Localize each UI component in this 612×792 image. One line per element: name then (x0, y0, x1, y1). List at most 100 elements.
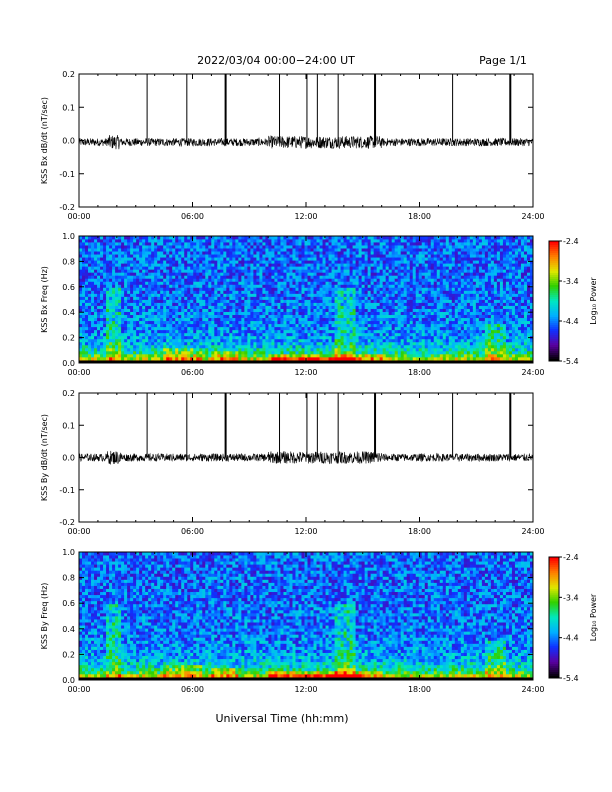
spectrogram-cell (313, 338, 317, 343)
spectrogram-cell (169, 317, 173, 322)
spectrogram-cell (385, 302, 390, 306)
spectrogram-cell (313, 323, 317, 328)
spectrogram-cell (127, 284, 131, 288)
spectrogram-cell (319, 263, 323, 267)
spectrogram-cell (421, 284, 426, 288)
spectrogram-cell (328, 281, 332, 285)
spectrogram-cell (268, 299, 272, 303)
spectrogram-cell (427, 302, 432, 306)
spectrogram-cell (358, 308, 363, 312)
spectrogram-cell (394, 320, 399, 325)
spectrogram-cell (373, 272, 378, 276)
spectrogram-cell (307, 335, 311, 340)
spectrogram-cell (163, 293, 167, 297)
spectrogram-cell (385, 269, 390, 273)
spectrogram-cell (88, 296, 92, 300)
spectrogram-cell (142, 320, 146, 325)
spectrogram-cell (385, 350, 390, 355)
spectrogram-cell (256, 242, 260, 246)
spectrogram-cell (190, 275, 194, 279)
spectrogram-cell (127, 335, 131, 340)
spectrogram-cell (382, 323, 387, 328)
spectrogram-cell (373, 311, 378, 316)
spectrogram-cell (286, 260, 290, 264)
spectrogram-cell (403, 320, 408, 325)
spectrogram-cell (121, 296, 125, 300)
spectrogram-cell (223, 254, 227, 258)
spectrogram-cell (364, 245, 369, 249)
spectrogram-cell (424, 242, 429, 246)
spectrogram-cell (196, 350, 200, 355)
spectrogram-cell (160, 293, 164, 297)
spectrogram-cell (301, 266, 305, 270)
spectrogram-cell (82, 260, 86, 264)
spectrogram-cell (406, 314, 411, 319)
spectrogram-cell (175, 332, 179, 337)
spectrogram-cell (415, 308, 420, 312)
spectrogram-cell (406, 353, 411, 358)
spectrogram-cell (94, 335, 98, 340)
spectrogram-cell (280, 269, 284, 273)
spectrogram-cell (238, 257, 242, 261)
spectrogram-cell (292, 350, 296, 355)
spectrogram-cell (133, 350, 137, 355)
spectrogram-cell (154, 266, 158, 270)
spectrogram-cell (118, 314, 122, 319)
spectrogram-cell (130, 299, 134, 303)
spectrogram-cell (415, 317, 420, 322)
spectrogram-cell (256, 350, 260, 355)
spectrogram-cell (163, 275, 167, 279)
spectrogram-cell (199, 299, 203, 303)
spectrogram-cell (394, 278, 399, 282)
spectrogram-cell (157, 344, 161, 349)
spectrogram-cell (229, 239, 233, 243)
spectrogram-cell (403, 287, 408, 291)
spectrogram-cell (415, 299, 420, 303)
spectrogram-cell (301, 269, 305, 273)
spectrogram-cell (205, 245, 209, 249)
spectrogram-cell (325, 326, 329, 331)
spectrogram-cell (379, 296, 384, 300)
spectrogram-cell (127, 299, 131, 303)
spectrogram-cell (112, 335, 116, 340)
spectrogram-cell (175, 290, 179, 294)
spectrogram-cell (238, 272, 242, 276)
spectrogram-cell (148, 269, 152, 273)
spectrogram-cell (373, 281, 378, 285)
spectrogram-cell (412, 323, 417, 328)
spectrogram-cell (337, 320, 341, 325)
spectrogram-cell (133, 338, 137, 343)
spectrogram-cell (181, 323, 185, 328)
spectrogram-cell (175, 272, 179, 276)
spectrogram-cell (391, 314, 396, 319)
spectrogram-cell (274, 302, 278, 306)
spectrogram-cell (292, 317, 296, 322)
spectrogram-cell (115, 326, 119, 331)
spectrogram-cell (277, 320, 281, 325)
spectrogram-cell (388, 356, 393, 361)
spectrogram-cell (154, 290, 158, 294)
spectrogram-cell (118, 263, 122, 267)
spectrogram-cell (229, 311, 233, 316)
spectrogram-cell (253, 323, 257, 328)
spectrogram-cell (250, 329, 254, 334)
spectrogram-cell (292, 242, 296, 246)
spectrogram-cell (232, 239, 236, 243)
spectrogram-cell (199, 275, 203, 279)
spectrogram-cell (214, 308, 218, 312)
spectrogram-cell (301, 347, 305, 352)
spectrogram-cell (178, 248, 182, 252)
spectrogram-cell (175, 329, 179, 334)
spectrogram-cell (316, 284, 320, 288)
spectrogram-cell (274, 266, 278, 270)
spectrogram-cell (223, 266, 227, 270)
spectrogram-cell (376, 329, 381, 334)
spectrogram-cell (226, 338, 230, 343)
spectrogram-cell (319, 236, 323, 240)
spectrogram-cell (361, 302, 366, 306)
spectrogram-cell (280, 248, 284, 252)
spectrogram-cell (85, 287, 89, 291)
spectrogram-cell (85, 347, 89, 352)
spectrogram-cell (163, 263, 167, 267)
spectrogram-cell (148, 278, 152, 282)
